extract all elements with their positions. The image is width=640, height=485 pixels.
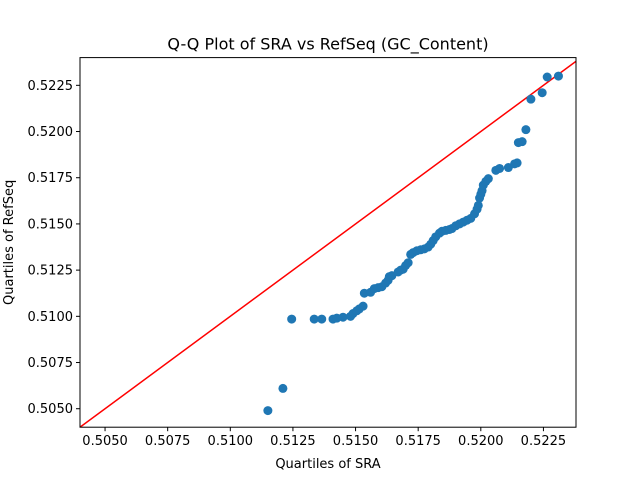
y-tick-label: 0.5175 [28, 171, 74, 186]
y-tick-label: 0.5200 [28, 125, 74, 140]
data-point [537, 88, 547, 98]
x-tick-label: 0.5075 [145, 434, 191, 449]
data-point [542, 72, 552, 82]
data-point [526, 94, 536, 104]
x-tick-label: 0.5050 [82, 434, 128, 449]
data-point [278, 383, 288, 393]
data-point [309, 314, 319, 324]
data-point [473, 200, 483, 210]
y-tick-label: 0.5225 [28, 79, 74, 94]
x-axis-label: Quartiles of SRA [275, 457, 380, 472]
plot-frame [79, 57, 577, 428]
data-point [553, 71, 563, 81]
reference-line-layer [80, 60, 576, 428]
points-layer [263, 71, 563, 416]
data-point [287, 314, 297, 324]
y-tick-label: 0.5050 [28, 402, 74, 417]
data-point [512, 158, 522, 168]
data-point [521, 125, 531, 135]
x-tick-label: 0.5175 [395, 434, 441, 449]
y-ticks: 0.5050 0.5075 0.5100 0.5125 0.5150 0.5175 0.52… [28, 79, 80, 417]
x-tick-label: 0.5225 [521, 434, 567, 449]
y-tick-label: 0.5075 [28, 356, 74, 371]
data-point [403, 258, 413, 268]
data-point [358, 301, 368, 311]
reference-line [80, 60, 576, 428]
data-point [317, 314, 327, 324]
data-point [338, 312, 348, 322]
x-ticks: 0.5050 0.5075 0.5100 0.5125 0.5150 0.5175 0.52… [82, 427, 566, 449]
data-point [263, 406, 273, 416]
x-tick-label: 0.5200 [458, 434, 504, 449]
data-point [483, 174, 493, 184]
data-point [517, 137, 527, 147]
y-tick-label: 0.5125 [28, 264, 74, 279]
y-tick-label: 0.5150 [28, 217, 74, 232]
x-tick-label: 0.5150 [333, 434, 379, 449]
y-tick-label: 0.5100 [28, 310, 74, 325]
x-tick-label: 0.5100 [208, 434, 254, 449]
x-tick-label: 0.5125 [270, 434, 316, 449]
chart-title: Q-Q Plot of SRA vs RefSeq (GC_Content) [167, 35, 488, 55]
data-point [495, 163, 505, 173]
y-axis-label: Quartiles of RefSeq [2, 180, 17, 305]
